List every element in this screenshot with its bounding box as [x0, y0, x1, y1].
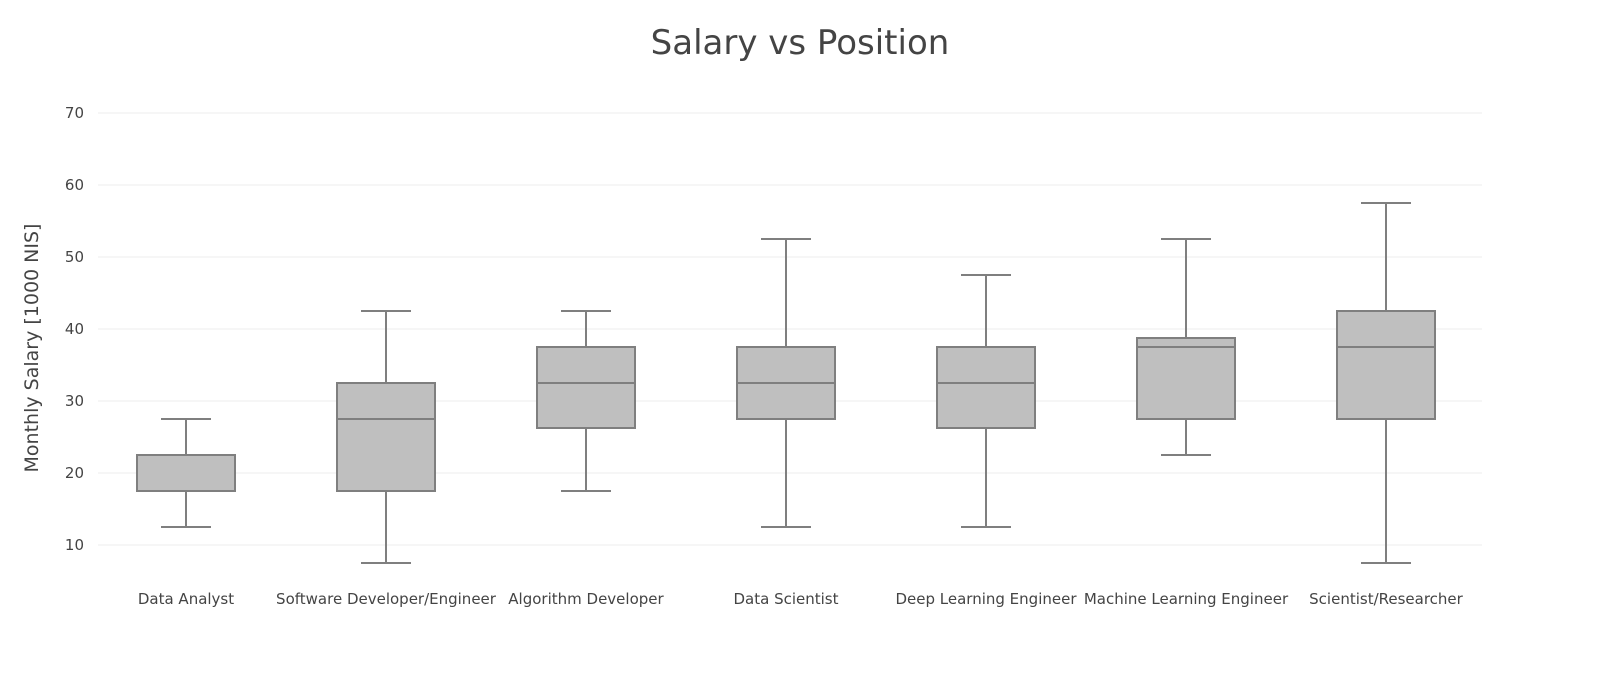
- box-3: [536, 310, 636, 492]
- x-tick-label: Scientist/Researcher: [1309, 590, 1464, 608]
- iqr-box: [536, 346, 636, 429]
- x-tick-label: Data Analyst: [138, 590, 234, 608]
- box-2: [336, 310, 436, 564]
- chart-title: Salary vs Position: [651, 23, 950, 63]
- y-axis-label: Monthly Salary [1000 NIS]: [21, 224, 43, 473]
- box-1: [136, 418, 236, 528]
- y-tick-label: 40: [65, 320, 84, 338]
- iqr-box: [1336, 310, 1436, 420]
- box-4: [736, 238, 836, 528]
- x-axis-ticks: Data Analyst Software Developer/Engineer A…: [138, 590, 1464, 608]
- y-tick-label: 10: [65, 536, 84, 554]
- x-tick-label: Deep Learning Engineer: [896, 590, 1078, 608]
- y-tick-label: 60: [65, 176, 84, 194]
- y-tick-label: 50: [65, 248, 84, 266]
- box-5: [936, 274, 1036, 528]
- boxes: [136, 202, 1436, 564]
- x-tick-label: Algorithm Developer: [508, 590, 664, 608]
- box-7: [1336, 202, 1436, 564]
- grid-lines: [98, 112, 1482, 546]
- iqr-box: [136, 454, 236, 492]
- y-tick-label: 20: [65, 464, 84, 482]
- iqr-box: [1136, 337, 1236, 420]
- x-tick-label: Data Scientist: [734, 590, 839, 608]
- iqr-box: [336, 382, 436, 492]
- x-tick-label: Software Developer/Engineer: [276, 590, 497, 608]
- box-6: [1136, 238, 1236, 456]
- y-tick-label: 30: [65, 392, 84, 410]
- iqr-box: [936, 346, 1036, 429]
- y-tick-label: 70: [65, 104, 84, 122]
- y-axis-ticks: 10 20 30 40 50 60 70: [65, 104, 84, 554]
- x-tick-label: Machine Learning Engineer: [1084, 590, 1289, 608]
